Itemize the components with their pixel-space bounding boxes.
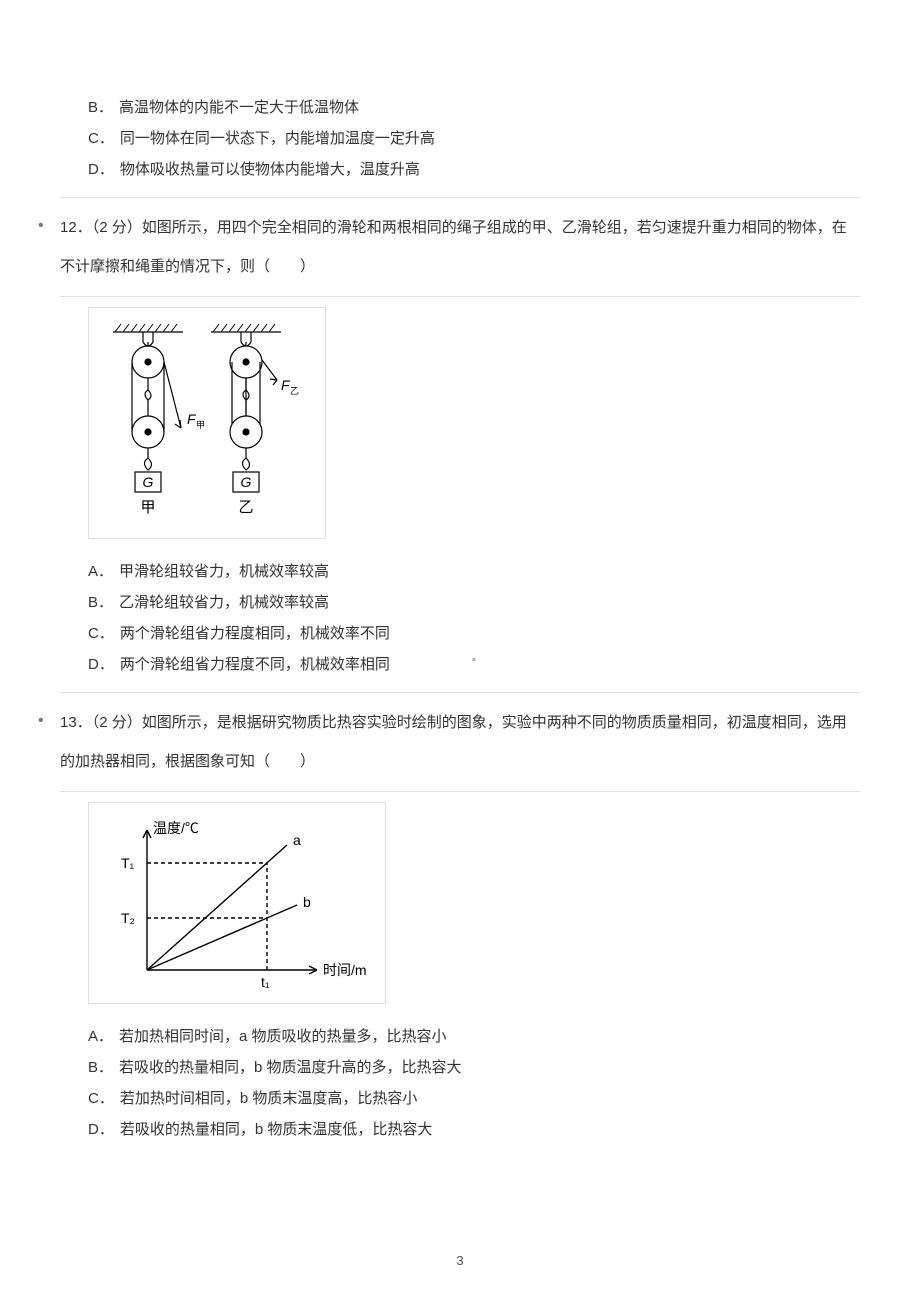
question-number: 12	[60, 219, 77, 236]
option-label: D．	[88, 656, 114, 673]
center-marker-icon: ▪	[472, 651, 476, 671]
q13-option-a: A． 若加热相同时间，a 物质吸收的热量多，比热容小	[88, 1023, 860, 1050]
option-label: B．	[88, 1059, 113, 1076]
option-label: B．	[88, 594, 113, 611]
option-text: 若加热相同时间，a 物质吸收的热量多，比热容小	[119, 1028, 447, 1045]
option-text: 若吸收的热量相同，b 物质温度升高的多，比热容大	[119, 1059, 462, 1076]
option-text: 若吸收的热量相同，b 物质末温度低，比热容大	[120, 1121, 433, 1138]
option-text: 乙滑轮组较省力，机械效率较高	[119, 594, 329, 611]
option-text: 同一物体在同一状态下，内能增加温度一定升高	[120, 130, 435, 147]
y-tick-t2: T₂	[121, 910, 135, 926]
q12-option-b: B． 乙滑轮组较省力，机械效率较高	[88, 589, 860, 616]
option-label: C．	[88, 130, 114, 147]
q12-figure-frame: G 甲 F 甲	[88, 307, 326, 539]
series-b-label: b	[303, 894, 311, 910]
q12-option-d: D． 两个滑轮组省力程度不同，机械效率相同 ▪	[88, 651, 860, 678]
option-text: 两个滑轮组省力程度不同，机械效率相同	[120, 656, 390, 673]
y-axis-label: 温度/℃	[153, 820, 199, 836]
option-text: 物体吸收热量可以使物体内能增大，温度升高	[120, 161, 420, 178]
q11-option-c: C． 同一物体在同一状态下，内能增加温度一定升高	[88, 125, 860, 152]
q11-option-b: B． 高温物体的内能不一定大于低温物体	[88, 94, 860, 121]
q13-options: A． 若加热相同时间，a 物质吸收的热量多，比热容小 B． 若吸收的热量相同，b 物…	[88, 1023, 860, 1143]
q12-stem: 12．（2 分）如图所示，用四个完全相同的滑轮和两根相同的绳子组成的甲、乙滑轮组…	[60, 208, 852, 286]
q13-figure-frame: 温度/℃ 时间/min a b T₁ T₂ t₁	[88, 802, 386, 1004]
q13-stem: 13．（2 分）如图所示，是根据研究物质比热容实验时绘制的图象，实验中两种不同的…	[60, 703, 852, 781]
pulley-diagram: G 甲 F 甲	[107, 320, 307, 530]
q12-option-a: A． 甲滑轮组较省力，机械效率较高	[88, 558, 860, 585]
page-number: 3	[456, 1249, 463, 1272]
q13-stem-box: 13．（2 分）如图所示，是根据研究物质比热容实验时绘制的图象，实验中两种不同的…	[60, 692, 860, 792]
q12-option-c: C． 两个滑轮组省力程度相同，机械效率不同	[88, 620, 860, 647]
option-label: B．	[88, 99, 113, 116]
option-label: D．	[88, 1121, 114, 1138]
option-label: D．	[88, 161, 114, 178]
question-number: 13	[60, 714, 77, 731]
q13-figure: 温度/℃ 时间/min a b T₁ T₂ t₁	[88, 802, 860, 1013]
x-tick-t1: t₁	[261, 974, 270, 990]
load-label-right: G	[241, 474, 252, 490]
option-label: C．	[88, 1090, 114, 1107]
series-a-label: a	[293, 832, 301, 848]
caption-left: 甲	[140, 499, 155, 516]
q12-figure: G 甲 F 甲	[88, 307, 860, 548]
q13-option-d: D． 若吸收的热量相同，b 物质末温度低，比热容大	[88, 1116, 860, 1143]
option-label: A．	[88, 563, 113, 580]
option-label: C．	[88, 625, 114, 642]
x-axis-label: 时间/min	[323, 962, 367, 978]
question-stem-text: 如图所示，是根据研究物质比热容实验时绘制的图象，实验中两种不同的物质质量相同，初…	[60, 714, 847, 770]
q13-option-b: B． 若吸收的热量相同，b 物质温度升高的多，比热容大	[88, 1054, 860, 1081]
question-points: （2 分）	[92, 219, 142, 236]
force-right-sub: 乙	[290, 386, 299, 396]
q11-option-d: D． 物体吸收热量可以使物体内能增大，温度升高	[88, 156, 860, 183]
force-left-sub: 甲	[196, 420, 205, 430]
option-text: 高温物体的内能不一定大于低温物体	[119, 99, 359, 116]
q12-options: A． 甲滑轮组较省力，机械效率较高 B． 乙滑轮组较省力，机械效率较高 C． 两个滑轮…	[88, 558, 860, 678]
q11-options-tail: B． 高温物体的内能不一定大于低温物体 C． 同一物体在同一状态下，内能增加温度一定…	[88, 94, 860, 183]
q12-stem-box: 12．（2 分）如图所示，用四个完全相同的滑轮和两根相同的绳子组成的甲、乙滑轮组…	[60, 197, 860, 297]
temperature-time-chart: 温度/℃ 时间/min a b T₁ T₂ t₁	[107, 815, 367, 995]
option-label: A．	[88, 1028, 113, 1045]
question-points: （2 分）	[92, 714, 142, 731]
option-text: 若加热时间相同，b 物质末温度高，比热容小	[120, 1090, 418, 1107]
question-stem-text: 如图所示，用四个完全相同的滑轮和两根相同的绳子组成的甲、乙滑轮组，若匀速提升重力…	[60, 219, 847, 275]
q13-option-c: C． 若加热时间相同，b 物质末温度高，比热容小	[88, 1085, 860, 1112]
load-label-left: G	[143, 474, 154, 490]
y-tick-t1: T₁	[121, 855, 135, 871]
caption-right: 乙	[238, 499, 253, 516]
option-text: 甲滑轮组较省力，机械效率较高	[119, 563, 329, 580]
option-text: 两个滑轮组省力程度相同，机械效率不同	[120, 625, 390, 642]
